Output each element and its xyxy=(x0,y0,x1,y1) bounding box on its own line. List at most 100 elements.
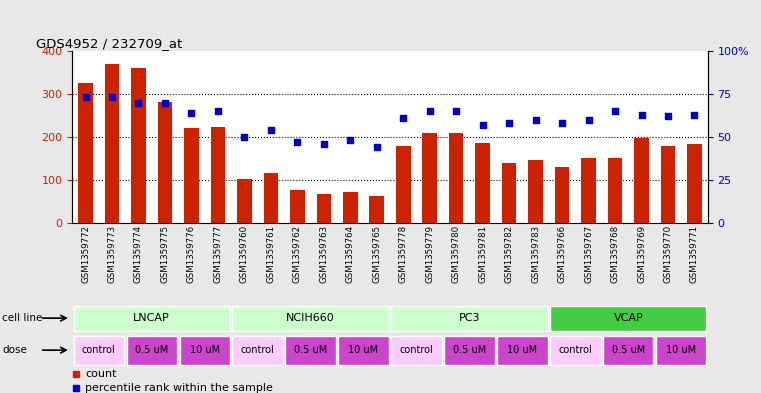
Bar xyxy=(687,144,702,223)
Bar xyxy=(158,102,172,223)
Text: GSM1359774: GSM1359774 xyxy=(134,225,143,283)
Text: GSM1359763: GSM1359763 xyxy=(320,225,328,283)
Text: NCIH660: NCIH660 xyxy=(286,313,335,323)
Text: GSM1359773: GSM1359773 xyxy=(107,225,116,283)
Bar xyxy=(396,145,410,223)
Bar xyxy=(237,180,252,223)
Text: GSM1359771: GSM1359771 xyxy=(690,225,699,283)
Text: cell line: cell line xyxy=(2,313,43,323)
Bar xyxy=(126,336,177,365)
Text: GSM1359772: GSM1359772 xyxy=(81,225,90,283)
Text: GSM1359764: GSM1359764 xyxy=(345,225,355,283)
Bar xyxy=(656,336,706,365)
Text: GSM1359761: GSM1359761 xyxy=(266,225,275,283)
Point xyxy=(609,108,621,114)
Bar xyxy=(603,336,654,365)
Text: GSM1359770: GSM1359770 xyxy=(664,225,673,283)
Text: GSM1359768: GSM1359768 xyxy=(610,225,619,283)
Text: LNCAP: LNCAP xyxy=(133,313,170,323)
Text: 10 uM: 10 uM xyxy=(189,345,220,355)
Text: GSM1359760: GSM1359760 xyxy=(240,225,249,283)
Bar xyxy=(370,196,384,223)
Text: GSM1359777: GSM1359777 xyxy=(213,225,222,283)
Bar xyxy=(501,163,517,223)
Point xyxy=(662,113,674,119)
Bar xyxy=(422,133,437,223)
Bar xyxy=(74,306,230,331)
Point xyxy=(238,134,250,140)
Bar xyxy=(550,336,600,365)
Point xyxy=(503,120,515,127)
Point xyxy=(212,108,224,114)
Bar xyxy=(528,160,543,223)
Point xyxy=(79,94,91,101)
Text: PC3: PC3 xyxy=(459,313,480,323)
Text: 10 uM: 10 uM xyxy=(508,345,537,355)
Text: GSM1359779: GSM1359779 xyxy=(425,225,435,283)
Text: percentile rank within the sample: percentile rank within the sample xyxy=(85,383,273,393)
Text: control: control xyxy=(82,345,116,355)
Point xyxy=(530,117,542,123)
Point xyxy=(186,110,198,116)
Bar xyxy=(555,167,569,223)
Bar xyxy=(285,336,336,365)
Text: 10 uM: 10 uM xyxy=(349,345,379,355)
Bar xyxy=(74,336,124,365)
Bar xyxy=(581,158,596,223)
Text: 0.5 uM: 0.5 uM xyxy=(453,345,486,355)
Bar xyxy=(290,190,304,223)
Bar xyxy=(634,138,649,223)
Bar xyxy=(317,194,331,223)
Point xyxy=(424,108,436,114)
Text: VCAP: VCAP xyxy=(613,313,643,323)
Bar xyxy=(105,64,119,223)
Bar xyxy=(391,306,548,331)
Point xyxy=(159,99,171,106)
Text: 0.5 uM: 0.5 uM xyxy=(135,345,168,355)
Point xyxy=(476,122,489,128)
Bar xyxy=(497,336,548,365)
Bar xyxy=(391,336,441,365)
Point xyxy=(371,144,383,151)
Bar xyxy=(608,158,622,223)
Text: GSM1359766: GSM1359766 xyxy=(558,225,567,283)
Bar xyxy=(78,83,93,223)
Bar xyxy=(444,336,495,365)
Point xyxy=(106,94,118,101)
Text: GDS4952 / 232709_at: GDS4952 / 232709_at xyxy=(37,37,183,50)
Point xyxy=(689,112,701,118)
Text: dose: dose xyxy=(2,345,27,355)
Bar xyxy=(184,129,199,223)
Text: 10 uM: 10 uM xyxy=(666,345,696,355)
Text: GSM1359762: GSM1359762 xyxy=(293,225,302,283)
Text: GSM1359781: GSM1359781 xyxy=(478,225,487,283)
Text: GSM1359765: GSM1359765 xyxy=(372,225,381,283)
Bar xyxy=(232,336,283,365)
Text: control: control xyxy=(400,345,433,355)
Point xyxy=(635,112,648,118)
Text: GSM1359776: GSM1359776 xyxy=(187,225,196,283)
Bar xyxy=(339,336,389,365)
Bar xyxy=(232,306,389,331)
Text: GSM1359767: GSM1359767 xyxy=(584,225,593,283)
Point xyxy=(397,115,409,121)
Bar xyxy=(263,173,279,223)
Point xyxy=(582,117,594,123)
Point xyxy=(318,141,330,147)
Text: control: control xyxy=(240,345,275,355)
Text: GSM1359782: GSM1359782 xyxy=(505,225,514,283)
Text: GSM1359775: GSM1359775 xyxy=(161,225,170,283)
Text: GSM1359780: GSM1359780 xyxy=(452,225,460,283)
Text: GSM1359783: GSM1359783 xyxy=(531,225,540,283)
Bar xyxy=(180,336,230,365)
Point xyxy=(344,137,356,143)
Point xyxy=(556,120,568,127)
Bar xyxy=(343,192,358,223)
Text: 0.5 uM: 0.5 uM xyxy=(294,345,327,355)
Text: GSM1359769: GSM1359769 xyxy=(637,225,646,283)
Point xyxy=(291,139,304,145)
Bar xyxy=(661,145,675,223)
Bar xyxy=(476,143,490,223)
Bar xyxy=(131,68,146,223)
Bar xyxy=(449,133,463,223)
